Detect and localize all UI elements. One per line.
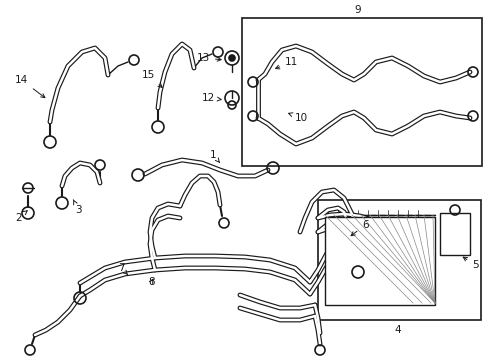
Bar [325, 217, 434, 305]
Bar [439, 213, 469, 255]
Text: 4: 4 [394, 325, 401, 335]
Text: 11: 11 [275, 57, 298, 69]
Text: 6: 6 [350, 220, 368, 236]
Text: 2: 2 [15, 211, 27, 223]
Bar [242, 18, 481, 166]
Text: 9: 9 [354, 5, 361, 15]
Text: 12: 12 [202, 93, 221, 103]
Text: 3: 3 [73, 200, 81, 215]
Text: 13: 13 [196, 53, 221, 63]
Text: 8: 8 [148, 277, 154, 287]
Bar [317, 200, 480, 320]
Text: 10: 10 [288, 113, 307, 123]
Text: 1: 1 [209, 150, 219, 162]
Text: 5: 5 [462, 257, 478, 270]
Text: 7: 7 [118, 263, 127, 274]
Circle shape [228, 55, 235, 61]
Text: 15: 15 [142, 70, 162, 87]
Text: 14: 14 [15, 75, 45, 98]
